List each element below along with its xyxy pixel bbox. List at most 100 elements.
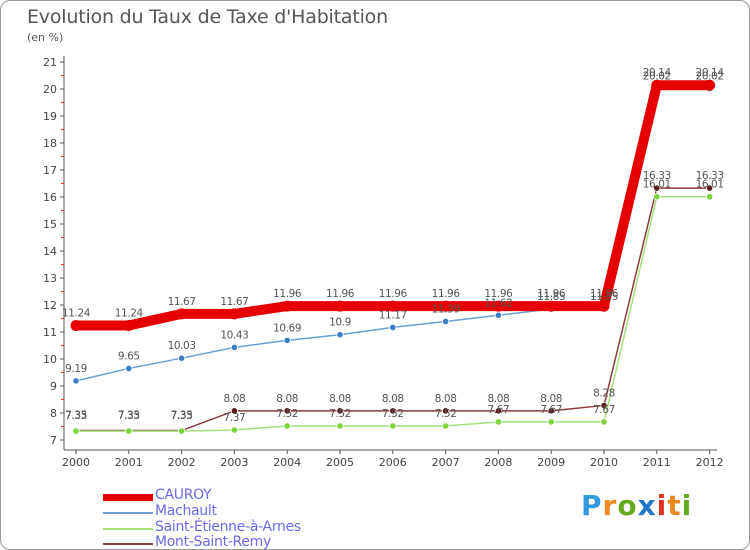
y-tick-label: 17 <box>43 164 57 177</box>
legend-swatch-cauroy <box>103 494 153 501</box>
data-label: 16.01 <box>643 179 671 191</box>
series-point-machault <box>230 343 238 351</box>
data-label: 20.02 <box>643 70 671 82</box>
data-label: 7.33 <box>65 410 87 422</box>
series-point-mont-saint-remy <box>441 407 450 415</box>
legend-label-machault: Machault <box>155 503 217 519</box>
x-tick-label: 2010 <box>590 456 618 469</box>
data-label: 9.19 <box>65 363 87 375</box>
data-label: 8.28 <box>593 387 615 399</box>
series-point-saint-etienne-a-arnes <box>547 418 555 426</box>
data-label: 7.52 <box>329 408 351 420</box>
data-label: 7.33 <box>118 410 140 422</box>
data-label: 20.14 <box>643 67 672 79</box>
data-label: 11.96 <box>537 288 566 300</box>
legend-swatch-mont-saint-remy <box>103 543 153 545</box>
series-point-machault <box>336 331 344 339</box>
data-label: 16.33 <box>643 170 671 182</box>
data-label: 8.08 <box>276 393 298 405</box>
series-point-saint-etienne-a-arnes <box>178 427 186 435</box>
data-label: 8.08 <box>224 393 246 405</box>
x-tick-label: 2000 <box>62 456 90 469</box>
y-tick-label: 14 <box>43 245 57 258</box>
data-label: 10.03 <box>168 340 196 352</box>
data-label: 11.96 <box>379 288 408 300</box>
logo-letter: o <box>617 489 638 522</box>
data-label: 7.52 <box>276 408 298 420</box>
series-point-cauroy <box>492 300 504 312</box>
logo-letter: x <box>637 489 657 522</box>
x-tick-label: 2004 <box>273 456 301 469</box>
data-label: 11.17 <box>379 309 407 321</box>
data-label: 20.14 <box>696 67 725 79</box>
x-tick-label: 2011 <box>643 456 671 469</box>
legend-label-cauroy: CAUROY <box>155 487 212 503</box>
series-point-saint-etienne-a-arnes <box>705 193 714 201</box>
y-tick-label: 21 <box>43 56 57 69</box>
x-tick-label: 2001 <box>115 456 143 469</box>
data-label: 7.52 <box>382 408 404 420</box>
x-tick-label: 2007 <box>432 456 460 469</box>
legend-label-saint-etienne-a-arnes: Saint-Étienne-à-Arnes <box>155 519 301 535</box>
y-tick-label: 16 <box>43 191 57 204</box>
data-label: 10.43 <box>220 329 248 341</box>
x-tick-label: 2008 <box>484 456 512 469</box>
data-label: 11.62 <box>484 297 512 309</box>
series-point-cauroy <box>70 320 82 332</box>
series-point-mont-saint-remy <box>336 407 344 415</box>
data-label: 11.96 <box>432 288 461 300</box>
series-point-cauroy <box>545 300 557 312</box>
logo-letter: P <box>581 489 603 522</box>
x-tick-label: 2002 <box>168 456 196 469</box>
data-label: 8.08 <box>435 393 457 405</box>
legend-swatch-machault <box>103 512 153 514</box>
series-line-machault <box>75 87 711 382</box>
data-label: 11.85 <box>537 291 565 303</box>
series-point-saint-etienne-a-arnes <box>336 422 344 430</box>
data-label: 11.85 <box>590 291 618 303</box>
proxiti-logo: Proxiti <box>581 489 692 522</box>
series-point-cauroy <box>123 320 135 332</box>
series-point-cauroy <box>598 300 610 312</box>
logo-letter: i <box>681 489 693 522</box>
y-tick-label: 20 <box>43 83 57 96</box>
y-tick-label: 8 <box>50 407 57 420</box>
data-label: 10.69 <box>273 322 301 334</box>
series-point-mont-saint-remy <box>389 407 397 415</box>
data-label: 11.67 <box>168 296 196 308</box>
chart-title: Evolution du Taux de Taxe d'Habitation <box>27 6 388 28</box>
data-label: 7.67 <box>540 404 562 416</box>
y-tick-label: 10 <box>43 353 57 366</box>
data-label: 11.96 <box>326 288 355 300</box>
series-point-cauroy <box>176 308 188 320</box>
series-point-cauroy <box>228 308 240 320</box>
data-label: 7.67 <box>488 404 510 416</box>
data-label: 11.39 <box>432 303 460 315</box>
data-label: 11.67 <box>220 296 248 308</box>
series-point-saint-etienne-a-arnes <box>72 427 80 435</box>
series-point-cauroy <box>334 300 346 312</box>
series-point-machault <box>441 317 450 326</box>
series-point-machault <box>494 311 502 319</box>
data-label: 16.01 <box>696 179 724 191</box>
x-tick-label: 2006 <box>379 456 407 469</box>
logo-letter: i <box>656 489 668 522</box>
series-point-mont-saint-remy <box>494 407 502 415</box>
series-point-cauroy <box>281 300 293 312</box>
data-label: 16.33 <box>696 170 724 182</box>
logo-letter: t <box>667 489 682 522</box>
chart-subtitle: (en %) <box>27 31 64 44</box>
series-point-saint-etienne-a-arnes <box>494 418 502 426</box>
series-point-mont-saint-remy <box>230 407 238 415</box>
series-point-saint-etienne-a-arnes <box>600 418 608 426</box>
data-label: 7.52 <box>435 408 457 420</box>
series-point-mont-saint-remy <box>705 184 714 192</box>
x-tick-label: 2012 <box>696 456 724 469</box>
legend-label-mont-saint-remy: Mont-Saint-Remy <box>155 534 271 550</box>
y-tick-label: 12 <box>43 299 57 312</box>
data-label: 10.9 <box>329 317 351 329</box>
logo-letter: r <box>602 489 618 522</box>
x-tick-label: 2005 <box>326 456 354 469</box>
y-tick-label: 19 <box>43 110 57 123</box>
